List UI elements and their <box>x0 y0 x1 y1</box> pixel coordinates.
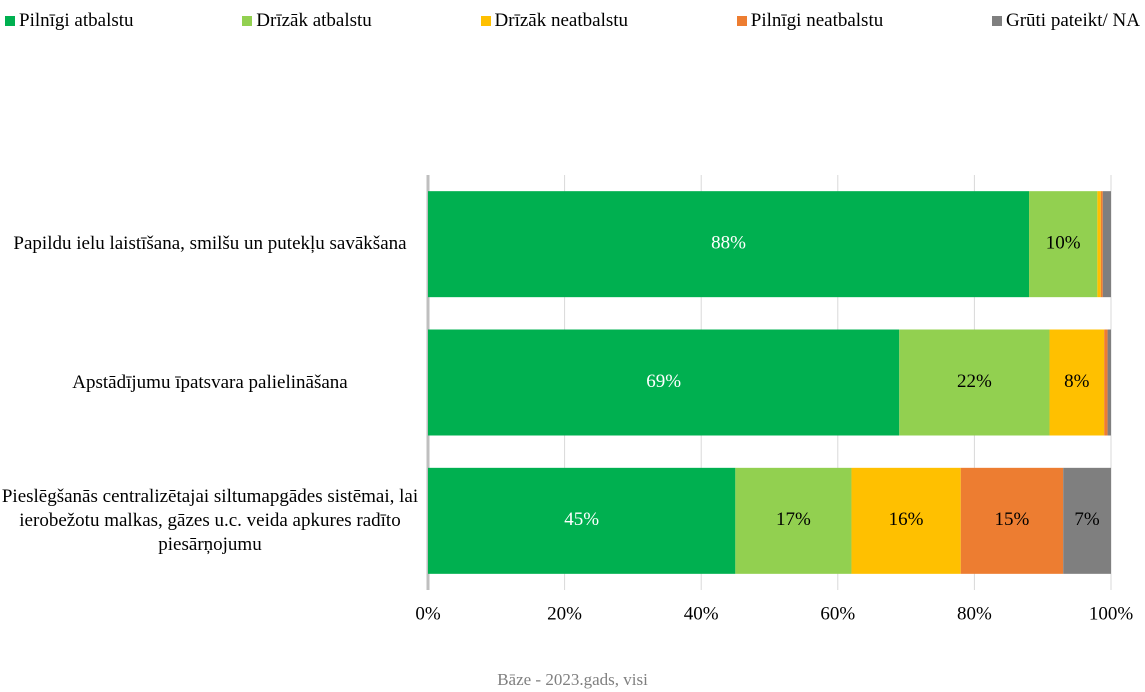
data-label: 17% <box>776 509 811 530</box>
y-tick-label: Apstādījumu īpatsvara palielināšana <box>72 371 348 393</box>
y-tick-label: Papildu ielu laistīšana, smilšu un putek… <box>13 233 407 255</box>
bar-segment <box>1102 191 1111 298</box>
legend-item: Pilnīgi atbalstu <box>5 10 134 32</box>
legend-label: Drīzāk neatbalstu <box>494 10 629 31</box>
bar-segment <box>1097 191 1101 298</box>
legend-label: Pilnīgi atbalstu <box>19 10 134 31</box>
bar-segment <box>428 191 1030 298</box>
legend-label: Pilnīgi neatbalstu <box>750 10 884 31</box>
bar-segment <box>1029 191 1098 298</box>
x-tick-label: 100% <box>1089 603 1134 624</box>
legend: Pilnīgi atbalstu Drīzāk atbalstu Drīzāk ne… <box>5 10 1140 32</box>
legend-swatch <box>5 16 15 26</box>
legend-item: Drīzāk neatbalstu <box>480 10 629 32</box>
data-label: 45% <box>564 509 599 530</box>
x-tick-label: 80% <box>957 603 992 624</box>
data-label: 69% <box>646 371 681 392</box>
legend-label: Drīzāk atbalstu <box>256 10 372 31</box>
data-label: 8% <box>1064 371 1090 392</box>
y-tick-label: Pieslēgšanās centralizētajai siltumapgād… <box>1 485 419 555</box>
bar-segment <box>1049 329 1105 436</box>
data-label: 15% <box>995 509 1030 530</box>
x-tick-label: 40% <box>684 603 719 624</box>
legend-swatch <box>242 16 253 26</box>
footnote: Bāze - 2023.gads, visi <box>497 670 648 689</box>
bar-segment <box>428 467 736 574</box>
legend-swatch <box>736 16 747 26</box>
data-label: 22% <box>957 371 992 392</box>
bar-segment <box>1063 467 1111 574</box>
legend-item: Grūti pateikt/ NA <box>991 10 1140 32</box>
bar-segment <box>1104 329 1108 436</box>
data-label: 7% <box>1074 509 1100 530</box>
bar-segment <box>899 329 1050 436</box>
legend-swatch <box>991 16 1002 26</box>
x-tick-label: 60% <box>820 603 855 624</box>
legend-item: Drīzāk atbalstu <box>242 10 372 32</box>
data-label: 16% <box>889 509 924 530</box>
bar-segment <box>428 329 900 436</box>
bar-segment <box>960 467 1064 574</box>
bar-segment <box>1107 329 1111 436</box>
bar-segment <box>735 467 852 574</box>
legend-swatch <box>480 16 491 26</box>
data-label: 10% <box>1046 233 1081 254</box>
legend-item: Pilnīgi neatbalstu <box>736 10 884 32</box>
legend-label: Grūti pateikt/ NA <box>1005 10 1140 31</box>
bar-segment <box>1100 191 1103 298</box>
x-tick-label: 20% <box>547 603 582 624</box>
bar-segment <box>851 467 961 574</box>
data-label: 88% <box>711 233 746 254</box>
x-tick-label: 0% <box>415 603 441 624</box>
